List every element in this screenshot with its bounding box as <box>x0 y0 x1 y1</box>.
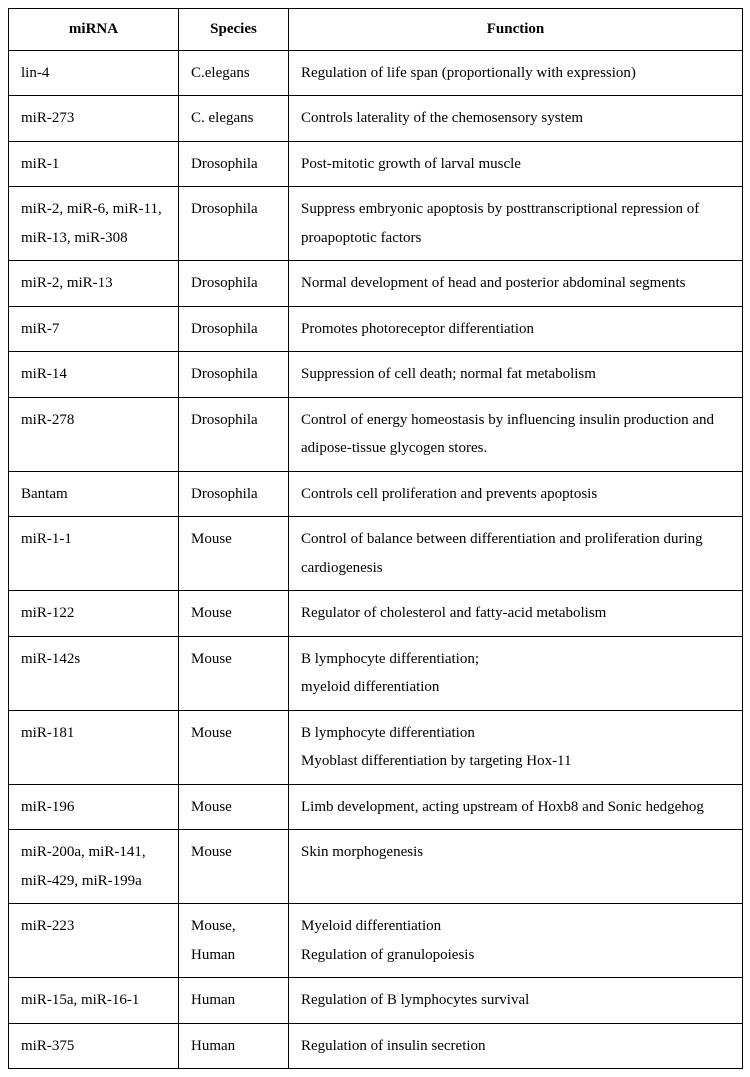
cell-species: Mouse <box>179 784 289 830</box>
cell-mirna: Bantam <box>9 471 179 517</box>
cell-mirna: miR-2, miR-13 <box>9 261 179 307</box>
cell-function: Suppress embryonic apoptosis by posttran… <box>289 187 743 261</box>
cell-mirna: miR-196 <box>9 784 179 830</box>
table-row: miR-122MouseRegulator of cholesterol and… <box>9 591 743 637</box>
cell-species: Drosophila <box>179 471 289 517</box>
col-header-function: Function <box>289 9 743 51</box>
cell-species: C.elegans <box>179 50 289 96</box>
cell-mirna: miR-223 <box>9 904 179 978</box>
mirna-table: miRNA Species Function lin-4C.elegansReg… <box>8 8 743 1069</box>
cell-mirna: miR-15a, miR-16-1 <box>9 978 179 1024</box>
cell-species: Drosophila <box>179 141 289 187</box>
cell-species: Drosophila <box>179 306 289 352</box>
table-body: lin-4C.elegansRegulation of life span (p… <box>9 50 743 1069</box>
col-header-species: Species <box>179 9 289 51</box>
cell-mirna: lin-4 <box>9 50 179 96</box>
cell-mirna: miR-7 <box>9 306 179 352</box>
cell-species: Mouse, Human <box>179 904 289 978</box>
cell-species: Drosophila <box>179 397 289 471</box>
table-row: miR-2, miR-6, miR-11, miR-13, miR-308Dro… <box>9 187 743 261</box>
cell-mirna: miR-1 <box>9 141 179 187</box>
cell-mirna: miR-273 <box>9 96 179 142</box>
table-row: miR-200a, miR-141, miR-429, miR-199aMous… <box>9 830 743 904</box>
cell-function: B lymphocyte differentiation Myoblast di… <box>289 710 743 784</box>
cell-function: Control of balance between differentiati… <box>289 517 743 591</box>
cell-species: Mouse <box>179 517 289 591</box>
cell-species: Human <box>179 1023 289 1069</box>
cell-function: Regulation of B lymphocytes survival <box>289 978 743 1024</box>
cell-mirna: miR-375 <box>9 1023 179 1069</box>
table-row: miR-181MouseB lymphocyte differentiation… <box>9 710 743 784</box>
table-row: miR-196MouseLimb development, acting ups… <box>9 784 743 830</box>
cell-function: Skin morphogenesis <box>289 830 743 904</box>
cell-function: Control of energy homeostasis by influen… <box>289 397 743 471</box>
table-row: BantamDrosophilaControls cell proliferat… <box>9 471 743 517</box>
cell-mirna: miR-1-1 <box>9 517 179 591</box>
header-row: miRNA Species Function <box>9 9 743 51</box>
cell-species: Drosophila <box>179 352 289 398</box>
cell-mirna: miR-14 <box>9 352 179 398</box>
cell-function: B lymphocyte differentiation; myeloid di… <box>289 636 743 710</box>
table-row: miR-1DrosophilaPost-mitotic growth of la… <box>9 141 743 187</box>
table-row: miR-375HumanRegulation of insulin secret… <box>9 1023 743 1069</box>
table-row: miR-2, miR-13DrosophilaNormal developmen… <box>9 261 743 307</box>
cell-function: Controls laterality of the chemosensory … <box>289 96 743 142</box>
table-row: miR-15a, miR-16-1HumanRegulation of B ly… <box>9 978 743 1024</box>
cell-mirna: miR-122 <box>9 591 179 637</box>
table-row: miR-273C. elegansControls laterality of … <box>9 96 743 142</box>
cell-function: Regulation of life span (proportionally … <box>289 50 743 96</box>
cell-species: Drosophila <box>179 187 289 261</box>
cell-species: Mouse <box>179 710 289 784</box>
cell-function: Normal development of head and posterior… <box>289 261 743 307</box>
cell-function: Regulator of cholesterol and fatty-acid … <box>289 591 743 637</box>
cell-function: Promotes photoreceptor differentiation <box>289 306 743 352</box>
cell-function: Controls cell proliferation and prevents… <box>289 471 743 517</box>
cell-mirna: miR-200a, miR-141, miR-429, miR-199a <box>9 830 179 904</box>
cell-function: Regulation of insulin secretion <box>289 1023 743 1069</box>
table-row: miR-278DrosophilaControl of energy homeo… <box>9 397 743 471</box>
cell-species: Mouse <box>179 636 289 710</box>
cell-mirna: miR-181 <box>9 710 179 784</box>
cell-mirna: miR-278 <box>9 397 179 471</box>
cell-species: Drosophila <box>179 261 289 307</box>
cell-function: Post-mitotic growth of larval muscle <box>289 141 743 187</box>
cell-function: Myeloid differentiation Regulation of gr… <box>289 904 743 978</box>
table-row: miR-7DrosophilaPromotes photoreceptor di… <box>9 306 743 352</box>
cell-species: Mouse <box>179 591 289 637</box>
table-row: miR-142sMouseB lymphocyte differentiatio… <box>9 636 743 710</box>
table-row: miR-1-1MouseControl of balance between d… <box>9 517 743 591</box>
cell-species: Mouse <box>179 830 289 904</box>
cell-mirna: miR-142s <box>9 636 179 710</box>
table-row: miR-14DrosophilaSuppression of cell deat… <box>9 352 743 398</box>
cell-function: Suppression of cell death; normal fat me… <box>289 352 743 398</box>
cell-function: Limb development, acting upstream of Hox… <box>289 784 743 830</box>
cell-species: C. elegans <box>179 96 289 142</box>
cell-species: Human <box>179 978 289 1024</box>
table-row: miR-223Mouse, HumanMyeloid differentiati… <box>9 904 743 978</box>
table-row: lin-4C.elegansRegulation of life span (p… <box>9 50 743 96</box>
cell-mirna: miR-2, miR-6, miR-11, miR-13, miR-308 <box>9 187 179 261</box>
col-header-mirna: miRNA <box>9 9 179 51</box>
